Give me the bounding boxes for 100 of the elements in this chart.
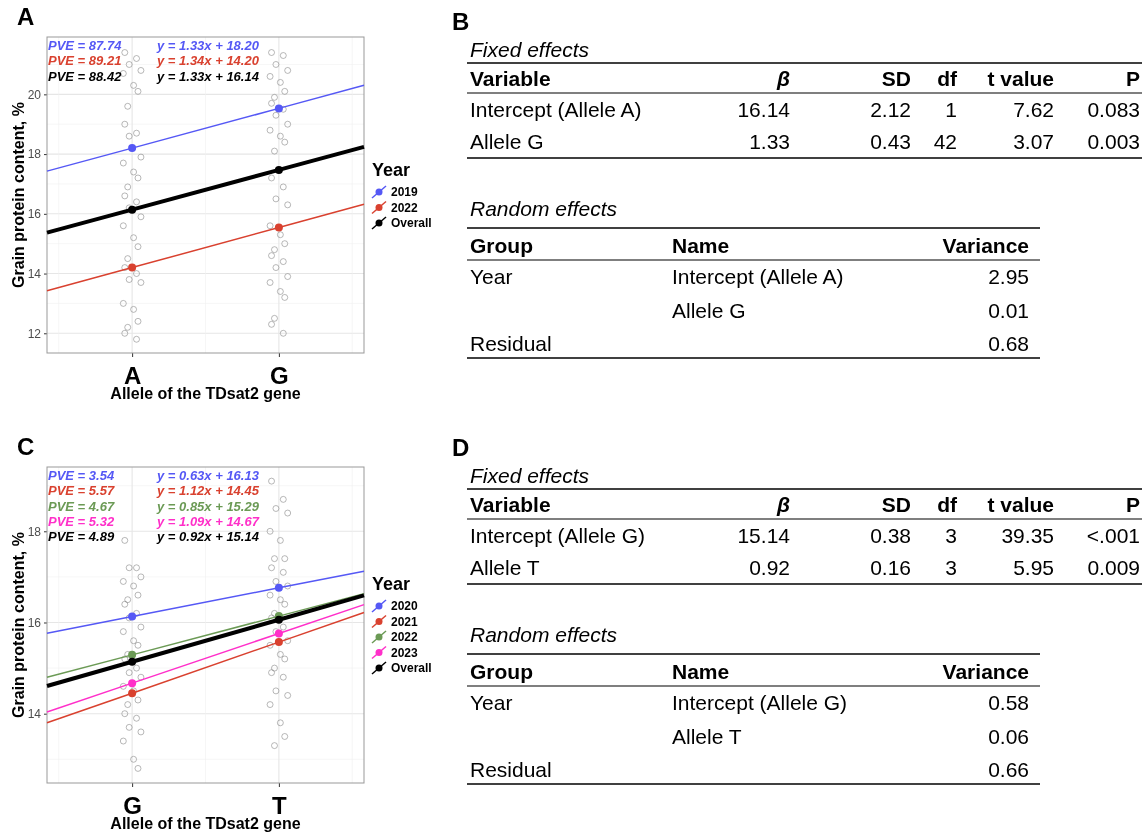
text: 3 xyxy=(945,524,957,547)
legend-label: Overall xyxy=(391,216,432,230)
y-tick-label: 20 xyxy=(27,87,42,102)
y-axis-title: Grain protein content, % xyxy=(10,532,27,718)
text: df xyxy=(937,493,958,516)
text: 0.66 xyxy=(988,758,1029,781)
text: 0.06 xyxy=(988,725,1029,748)
text: β xyxy=(775,493,790,516)
legend-label: Overall xyxy=(391,661,432,675)
legend-label: 2019 xyxy=(391,185,419,199)
legend-label: 2022 xyxy=(391,200,419,215)
text: Allele T xyxy=(470,556,540,579)
y-tick-label: 12 xyxy=(27,326,42,341)
text: Residual xyxy=(470,332,552,355)
text: Random effects xyxy=(470,623,618,646)
y-axis-title: Grain protein content, % xyxy=(10,102,27,288)
text: 0.43 xyxy=(870,130,911,153)
y-tick-label: 16 xyxy=(27,207,42,222)
text: 0.083 xyxy=(1087,98,1140,121)
text: Variance xyxy=(942,234,1029,257)
text: Intercept (Allele A) xyxy=(672,265,844,288)
annotation: PVE = 87.74 xyxy=(48,38,123,53)
text: Variable xyxy=(470,493,551,516)
text: 0.58 xyxy=(988,691,1029,714)
y-tick-label: 16 xyxy=(27,615,42,630)
text: Allele T xyxy=(672,725,742,748)
annotation: y = 1.33x + 16.14 xyxy=(156,68,260,84)
annotation: PVE = 4.89 xyxy=(48,529,115,545)
text: 0.38 xyxy=(870,524,911,547)
text: Intercept (Allele G) xyxy=(470,524,646,547)
text: P xyxy=(1125,67,1140,90)
annotation: y = 1.34x + 14.20 xyxy=(156,53,260,69)
legend-label: 2021 xyxy=(391,614,419,629)
text: B xyxy=(452,8,470,35)
annotation: y = 0.63x + 16.13 xyxy=(156,468,260,483)
text: C xyxy=(17,433,35,460)
annotation: PVE = 4.67 xyxy=(48,498,115,514)
text: Allele G xyxy=(470,130,544,153)
text: SD xyxy=(881,493,911,516)
annotation: y = 0.92x + 15.14 xyxy=(156,529,260,545)
annotation: y = 0.85x + 15.29 xyxy=(156,498,260,514)
text: 39.35 xyxy=(1001,524,1054,547)
y-tick-label: 14 xyxy=(27,266,42,281)
text: D xyxy=(452,434,470,461)
text: 2.12 xyxy=(870,98,911,121)
y-tick-label: 14 xyxy=(27,707,42,722)
text: 0.003 xyxy=(1087,130,1140,153)
text: A xyxy=(17,3,35,30)
text: Variable xyxy=(470,67,551,90)
text: Year xyxy=(470,691,513,714)
text: 42 xyxy=(933,130,957,153)
text: Name xyxy=(672,660,730,683)
text: 0.92 xyxy=(749,556,790,579)
text: 0.16 xyxy=(870,556,911,579)
y-tick-label: 18 xyxy=(27,524,42,539)
legend-label: 2022 xyxy=(391,630,419,644)
text: 0.01 xyxy=(988,299,1029,322)
text: Group xyxy=(470,234,533,257)
text: t value xyxy=(987,493,1054,516)
text: Group xyxy=(470,660,533,683)
text: t value xyxy=(987,67,1054,90)
text: β xyxy=(775,67,790,90)
text: 1 xyxy=(945,98,957,121)
text: 1.33 xyxy=(749,130,790,153)
legend-title: Year xyxy=(372,160,411,180)
legend-label: 2020 xyxy=(391,599,419,613)
text: 3 xyxy=(945,556,957,579)
text: 16.14 xyxy=(737,98,791,121)
y-tick-label: 18 xyxy=(27,147,42,162)
annotation: PVE = 88.42 xyxy=(48,68,123,84)
text: Fixed effects xyxy=(470,38,590,61)
annotation: PVE = 3.54 xyxy=(48,468,115,483)
text: Random effects xyxy=(470,197,618,220)
text: Intercept (Allele G) xyxy=(672,691,848,714)
text: 0.009 xyxy=(1087,556,1140,579)
annotation: y = 1.09x + 14.67 xyxy=(156,513,260,529)
annotation: y = 1.12x + 14.45 xyxy=(156,483,260,499)
text: SD xyxy=(881,67,911,90)
text: Name xyxy=(672,234,730,257)
text: <.001 xyxy=(1086,524,1140,547)
text: df xyxy=(937,67,958,90)
text: 15.14 xyxy=(737,524,791,547)
text: Intercept (Allele A) xyxy=(470,98,642,121)
annotation: PVE = 5.57 xyxy=(48,483,115,499)
text: Fixed effects xyxy=(470,464,590,487)
annotation: y = 1.33x + 18.20 xyxy=(156,38,260,53)
legend-label: 2023 xyxy=(391,645,419,660)
text: Allele G xyxy=(672,299,746,322)
text: 0.68 xyxy=(988,332,1029,355)
annotation: PVE = 89.21 xyxy=(48,53,122,69)
text: 7.62 xyxy=(1013,98,1054,121)
text: 2.95 xyxy=(988,265,1029,288)
text: Year xyxy=(470,265,513,288)
text: 5.95 xyxy=(1013,556,1054,579)
text: 3.07 xyxy=(1013,130,1054,153)
text: P xyxy=(1125,493,1140,516)
annotation: PVE = 5.32 xyxy=(48,513,115,529)
legend-title: Year xyxy=(372,574,411,594)
text: Variance xyxy=(942,660,1029,683)
text: Residual xyxy=(470,758,552,781)
